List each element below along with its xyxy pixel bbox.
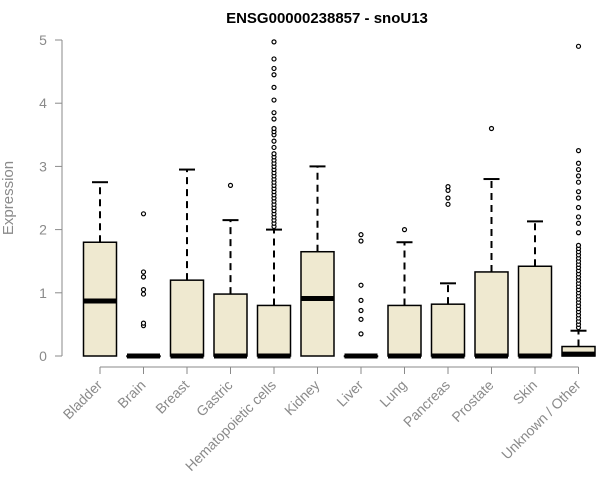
box-rect bbox=[169, 279, 205, 357]
outlier-point bbox=[271, 110, 277, 116]
outlier-point bbox=[227, 182, 234, 188]
outlier-point bbox=[575, 148, 582, 154]
outlier-point bbox=[140, 320, 147, 326]
outlier-point bbox=[358, 232, 364, 238]
box-group bbox=[517, 220, 553, 359]
outlier-point bbox=[140, 211, 147, 217]
outlier-point bbox=[445, 201, 451, 207]
outlier-point bbox=[271, 72, 277, 78]
y-axis: 0 1 2 3 4 5 bbox=[39, 32, 63, 364]
x-tick-label: Gastric bbox=[193, 377, 236, 420]
box-group bbox=[169, 168, 205, 359]
outlier-point bbox=[358, 238, 364, 244]
y-tick-label: 2 bbox=[39, 222, 47, 238]
box-rect bbox=[430, 303, 466, 357]
outlier-point bbox=[271, 125, 277, 132]
box-group bbox=[213, 182, 248, 359]
box-group bbox=[256, 39, 292, 359]
y-tick-label: 1 bbox=[39, 285, 47, 301]
x-tick-label: Brain bbox=[114, 377, 148, 411]
box-group bbox=[82, 181, 118, 357]
box-rect bbox=[300, 250, 335, 357]
box-group bbox=[430, 184, 466, 359]
outlier-point bbox=[271, 116, 277, 122]
outlier-point bbox=[445, 184, 451, 190]
outlier-point bbox=[271, 151, 277, 157]
box-group bbox=[300, 165, 335, 357]
outlier-point bbox=[271, 138, 277, 144]
box-group bbox=[387, 227, 422, 359]
outlier-point bbox=[575, 195, 582, 201]
y-tick-label: 4 bbox=[39, 95, 47, 111]
outlier-point bbox=[575, 179, 582, 185]
outlier-point bbox=[488, 125, 495, 132]
outlier-point bbox=[575, 189, 582, 195]
x-tick-label: Breast bbox=[152, 377, 192, 417]
box-group bbox=[343, 232, 379, 359]
outlier-point bbox=[575, 166, 582, 173]
outlier-point bbox=[575, 242, 582, 248]
outlier-point bbox=[271, 56, 277, 62]
outlier-point bbox=[358, 282, 364, 288]
outlier-point bbox=[140, 274, 147, 280]
x-tick-label: Pancreas bbox=[400, 377, 453, 430]
outlier-point bbox=[271, 65, 277, 72]
box-group bbox=[474, 125, 509, 359]
y-tick-label: 0 bbox=[39, 348, 47, 364]
box-rect bbox=[256, 304, 292, 357]
outlier-point bbox=[445, 195, 451, 201]
x-tick-label: Unknown / Other bbox=[498, 377, 584, 463]
x-tick-label: Lung bbox=[376, 377, 409, 410]
outlier-point bbox=[575, 214, 582, 220]
outlier-point bbox=[271, 39, 277, 45]
outlier-point bbox=[575, 173, 582, 179]
outlier-point bbox=[575, 160, 582, 166]
outlier-point bbox=[575, 43, 582, 49]
boxes-group bbox=[82, 39, 596, 359]
box-rect bbox=[474, 271, 509, 357]
chart-title: ENSG00000238857 - snoU13 bbox=[226, 10, 428, 27]
box-rect bbox=[387, 304, 422, 357]
outlier-point bbox=[271, 84, 277, 91]
outlier-point bbox=[575, 230, 582, 236]
y-tick-label: 3 bbox=[39, 158, 47, 174]
outlier-point bbox=[358, 297, 364, 303]
outlier-point bbox=[140, 287, 147, 293]
outlier-point bbox=[140, 291, 147, 297]
outlier-point bbox=[575, 204, 582, 211]
box-group bbox=[561, 43, 596, 357]
outlier-point bbox=[575, 220, 582, 226]
outlier-point bbox=[401, 227, 408, 233]
y-axis-title: Expression bbox=[0, 161, 17, 235]
x-tick-label: Kidney bbox=[281, 377, 323, 419]
x-tick-label: Bladder bbox=[60, 377, 106, 423]
x-tick-label: Liver bbox=[333, 377, 366, 410]
outlier-point bbox=[271, 144, 277, 151]
box-rect bbox=[517, 265, 553, 357]
x-tick-label: Prostate bbox=[448, 377, 496, 425]
x-tick-label: Skin bbox=[510, 377, 541, 408]
outlier-point bbox=[358, 316, 364, 322]
y-tick-label: 5 bbox=[39, 32, 47, 48]
outlier-point bbox=[358, 307, 364, 314]
outlier-point bbox=[140, 269, 147, 275]
box-group bbox=[126, 211, 161, 359]
box-rect bbox=[213, 293, 248, 357]
outlier-point bbox=[358, 331, 364, 337]
outlier-point bbox=[271, 97, 277, 103]
